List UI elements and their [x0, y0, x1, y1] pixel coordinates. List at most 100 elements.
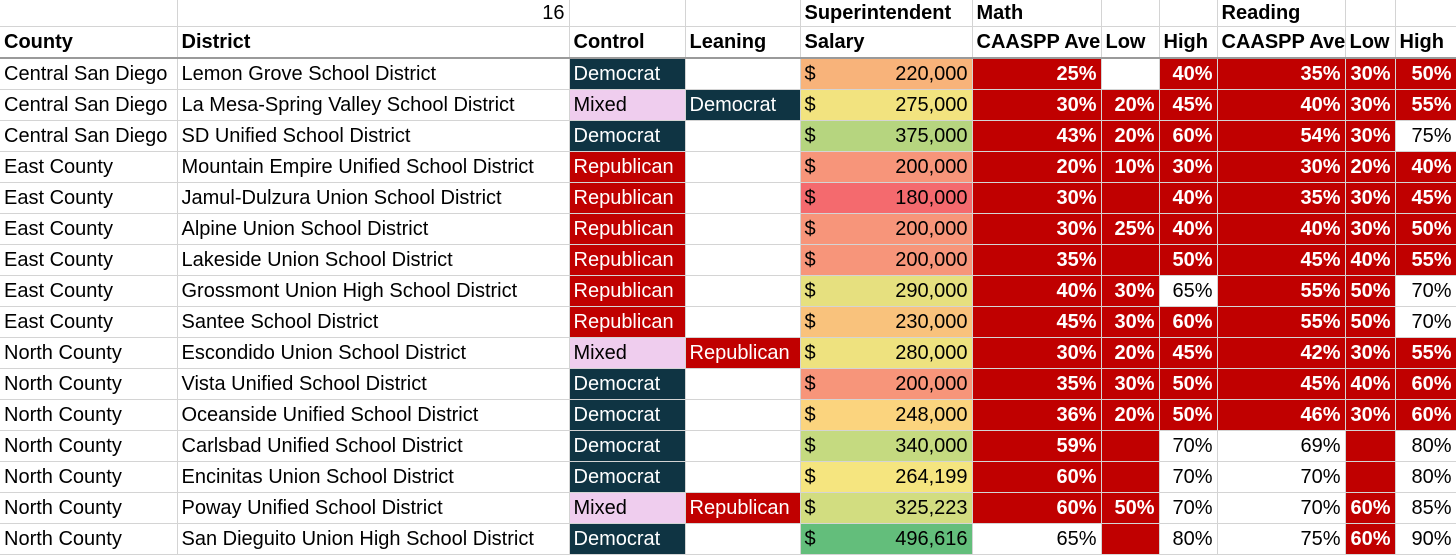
math-low-cell[interactable]	[1101, 57, 1160, 90]
math-high-header[interactable]: High	[1159, 26, 1218, 59]
reading-ave-cell[interactable]: 42%	[1217, 337, 1346, 369]
leaning-cell[interactable]	[685, 120, 801, 152]
control-cell[interactable]: Republican	[569, 244, 686, 276]
control-cell[interactable]: Democrat	[569, 368, 686, 400]
reading-high-cell[interactable]: 60%	[1395, 368, 1456, 400]
salary-cell[interactable]: $325,223	[800, 492, 973, 524]
reading-high-cell[interactable]: 60%	[1395, 399, 1456, 431]
cell[interactable]	[1345, 0, 1396, 27]
county-cell[interactable]: North County	[0, 430, 178, 462]
reading-high-cell[interactable]: 50%	[1395, 213, 1456, 245]
math-ave-cell[interactable]: 60%	[972, 461, 1102, 493]
math-ave-cell[interactable]: 30%	[972, 213, 1102, 245]
reading-ave-cell[interactable]: 69%	[1217, 430, 1346, 462]
salary-cell[interactable]: $264,199	[800, 461, 973, 493]
county-cell[interactable]: Central San Diego	[0, 57, 178, 90]
reading-ave-cell[interactable]: 70%	[1217, 461, 1346, 493]
reading-ave-cell[interactable]: 30%	[1217, 151, 1346, 183]
leaning-cell[interactable]	[685, 430, 801, 462]
math-high-cell[interactable]: 80%	[1159, 523, 1218, 555]
reading-low-cell[interactable]	[1345, 461, 1396, 493]
salary-cell[interactable]: $280,000	[800, 337, 973, 369]
district-cell[interactable]: Lemon Grove School District	[177, 57, 570, 90]
reading-ave-cell[interactable]: 46%	[1217, 399, 1346, 431]
reading-low-cell[interactable]: 40%	[1345, 244, 1396, 276]
reading-low-cell[interactable]	[1345, 430, 1396, 462]
reading-ave-cell[interactable]: 75%	[1217, 523, 1346, 555]
math-low-cell[interactable]	[1101, 182, 1160, 214]
county-cell[interactable]: East County	[0, 244, 178, 276]
county-cell[interactable]: East County	[0, 182, 178, 214]
salary-cell[interactable]: $340,000	[800, 430, 973, 462]
reading-low-cell[interactable]: 30%	[1345, 57, 1396, 90]
leaning-cell[interactable]	[685, 244, 801, 276]
math-ave-cell[interactable]: 59%	[972, 430, 1102, 462]
salary-cell[interactable]: $180,000	[800, 182, 973, 214]
reading-low-cell[interactable]: 50%	[1345, 275, 1396, 307]
leaning-cell[interactable]	[685, 368, 801, 400]
reading-high-header[interactable]: High	[1395, 26, 1456, 59]
math-ave-cell[interactable]: 35%	[972, 368, 1102, 400]
math-low-cell[interactable]: 10%	[1101, 151, 1160, 183]
salary-cell[interactable]: $375,000	[800, 120, 973, 152]
leaning-cell[interactable]	[685, 275, 801, 307]
superintendent-header[interactable]: Superintendent	[800, 0, 973, 27]
district-cell[interactable]: Alpine Union School District	[177, 213, 570, 245]
math-ave-cell[interactable]: 30%	[972, 337, 1102, 369]
leaning-cell[interactable]	[685, 182, 801, 214]
county-cell[interactable]: North County	[0, 492, 178, 524]
county-cell[interactable]: Central San Diego	[0, 120, 178, 152]
district-cell[interactable]: Vista Unified School District	[177, 368, 570, 400]
district-cell[interactable]: Encinitas Union School District	[177, 461, 570, 493]
reading-ave-header[interactable]: CAASPP Ave	[1217, 26, 1346, 59]
district-cell[interactable]: SD Unified School District	[177, 120, 570, 152]
reading-low-cell[interactable]: 30%	[1345, 213, 1396, 245]
math-ave-cell[interactable]: 30%	[972, 89, 1102, 121]
math-low-cell[interactable]: 20%	[1101, 399, 1160, 431]
county-cell[interactable]: East County	[0, 151, 178, 183]
district-cell[interactable]: Carlsbad Unified School District	[177, 430, 570, 462]
math-low-cell[interactable]: 20%	[1101, 337, 1160, 369]
leaning-cell[interactable]	[685, 461, 801, 493]
control-cell[interactable]: Democrat	[569, 523, 686, 555]
reading-low-cell[interactable]: 30%	[1345, 120, 1396, 152]
control-cell[interactable]: Democrat	[569, 57, 686, 90]
math-ave-cell[interactable]: 43%	[972, 120, 1102, 152]
math-high-cell[interactable]: 50%	[1159, 399, 1218, 431]
cell[interactable]	[569, 0, 686, 27]
reading-high-cell[interactable]: 90%	[1395, 523, 1456, 555]
math-low-cell[interactable]: 25%	[1101, 213, 1160, 245]
leaning-cell[interactable]	[685, 306, 801, 338]
salary-cell[interactable]: $200,000	[800, 213, 973, 245]
reading-ave-cell[interactable]: 45%	[1217, 244, 1346, 276]
reading-low-cell[interactable]: 30%	[1345, 337, 1396, 369]
reading-ave-cell[interactable]: 55%	[1217, 306, 1346, 338]
reading-high-cell[interactable]: 45%	[1395, 182, 1456, 214]
math-high-cell[interactable]: 50%	[1159, 244, 1218, 276]
cell[interactable]	[1159, 0, 1218, 27]
math-high-cell[interactable]: 30%	[1159, 151, 1218, 183]
math-ave-cell[interactable]: 45%	[972, 306, 1102, 338]
math-low-cell[interactable]: 30%	[1101, 275, 1160, 307]
salary-cell[interactable]: $290,000	[800, 275, 973, 307]
reading-high-cell[interactable]: 80%	[1395, 430, 1456, 462]
reading-low-cell[interactable]: 50%	[1345, 306, 1396, 338]
control-cell[interactable]: Mixed	[569, 492, 686, 524]
salary-cell[interactable]: $275,000	[800, 89, 973, 121]
control-cell[interactable]: Republican	[569, 151, 686, 183]
district-cell[interactable]: San Dieguito Union High School District	[177, 523, 570, 555]
leaning-cell[interactable]	[685, 399, 801, 431]
math-ave-cell[interactable]: 30%	[972, 182, 1102, 214]
control-cell[interactable]: Mixed	[569, 89, 686, 121]
leaning-cell[interactable]	[685, 57, 801, 90]
district-cell[interactable]: Poway Unified School District	[177, 492, 570, 524]
control-cell[interactable]: Democrat	[569, 120, 686, 152]
district-cell[interactable]: Santee School District	[177, 306, 570, 338]
math-low-cell[interactable]: 20%	[1101, 120, 1160, 152]
control-cell[interactable]: Democrat	[569, 399, 686, 431]
reading-low-cell[interactable]: 30%	[1345, 89, 1396, 121]
reading-high-cell[interactable]: 55%	[1395, 244, 1456, 276]
district-header[interactable]: District	[177, 26, 570, 59]
math-header[interactable]: Math	[972, 0, 1102, 27]
county-cell[interactable]: Central San Diego	[0, 89, 178, 121]
